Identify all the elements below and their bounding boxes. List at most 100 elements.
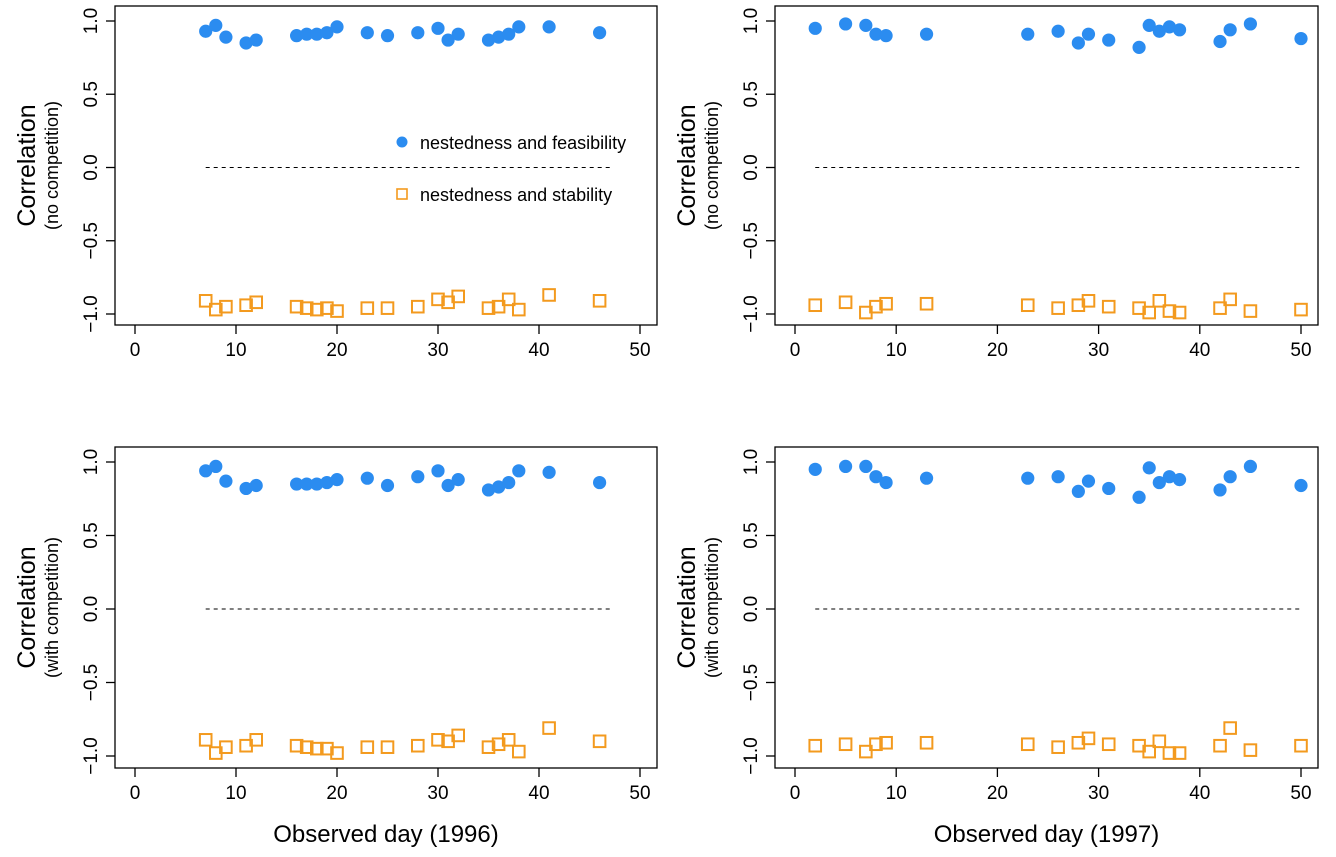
data-point-feasibility <box>542 465 556 479</box>
chart-panel-1: 0 10 20 30 40 50 −1.0 −0.5 0.0 0.5 1.0 Correlation(… <box>13 5 658 361</box>
data-point-feasibility <box>879 29 893 43</box>
data-point-stability <box>1294 738 1308 753</box>
data-point-stability <box>879 296 893 311</box>
data-point-stability <box>481 301 496 315</box>
series-stability <box>198 721 607 760</box>
data-point-feasibility <box>1102 33 1116 47</box>
x-tick-label: 50 <box>1290 340 1311 361</box>
data-point-stability <box>501 733 516 747</box>
data-point-feasibility <box>1102 481 1116 496</box>
x-tick-label: 40 <box>528 783 549 804</box>
y-tick-label: 0.0 <box>741 154 762 180</box>
data-point-feasibility <box>411 470 425 484</box>
data-point-stability <box>1243 743 1258 757</box>
data-point-stability <box>491 299 506 314</box>
data-point-feasibility <box>1021 471 1035 485</box>
y-axis-title: Correlation <box>13 546 41 668</box>
y-axis-subtitle: (no competition) <box>42 101 62 230</box>
data-point-stability <box>289 299 304 314</box>
data-point-feasibility <box>320 26 334 40</box>
y-tick-label: −0.5 <box>81 664 102 702</box>
x-tick-label: 40 <box>1189 340 1210 361</box>
data-point-feasibility <box>1294 31 1308 46</box>
series-stability <box>808 292 1308 320</box>
y-tick-label: 1.0 <box>81 449 102 475</box>
data-point-feasibility <box>1243 459 1257 474</box>
x-tick-label: 50 <box>629 340 650 361</box>
data-point-feasibility <box>441 33 455 47</box>
data-point-stability <box>1081 731 1096 746</box>
data-point-stability <box>859 744 873 759</box>
data-point-stability <box>1051 301 1065 315</box>
x-tick-label: 20 <box>326 340 347 361</box>
data-point-stability <box>310 302 324 317</box>
data-point-stability <box>491 737 506 752</box>
data-point-feasibility <box>300 477 314 491</box>
data-point-feasibility <box>1081 474 1096 488</box>
data-point-feasibility <box>249 478 263 493</box>
x-tick-label: 20 <box>987 783 1008 804</box>
data-point-feasibility <box>593 475 607 490</box>
data-point-feasibility <box>431 464 445 478</box>
data-point-feasibility <box>199 24 213 38</box>
data-point-stability <box>380 740 395 754</box>
data-point-feasibility <box>1051 24 1065 38</box>
data-point-feasibility <box>808 462 822 476</box>
data-point-feasibility <box>290 29 304 43</box>
data-point-feasibility <box>451 473 465 487</box>
data-point-feasibility <box>209 459 223 474</box>
y-tick-label: −1.0 <box>741 295 762 333</box>
x-tick-label: 30 <box>1088 340 1109 361</box>
y-tick-label: −0.5 <box>741 664 762 702</box>
x-tick-label: 10 <box>225 783 246 804</box>
data-point-feasibility <box>1172 23 1187 37</box>
data-point-feasibility <box>1162 470 1177 484</box>
data-point-feasibility <box>1213 34 1227 49</box>
data-point-feasibility <box>1142 461 1156 475</box>
data-point-feasibility <box>1132 40 1146 54</box>
y-tick-label: −1.0 <box>81 295 102 333</box>
plot-frame <box>774 446 1319 769</box>
data-point-feasibility <box>492 30 506 44</box>
data-point-stability <box>1142 744 1157 759</box>
legend-marker-stability <box>396 188 408 200</box>
x-tick-label: 10 <box>886 783 907 804</box>
data-point-stability <box>1152 294 1167 308</box>
data-point-feasibility <box>1223 23 1237 37</box>
legend-label-stability: nestedness and stability <box>420 185 612 205</box>
data-point-stability <box>411 299 425 314</box>
y-tick-label: 0.5 <box>741 522 762 548</box>
data-point-stability <box>1172 305 1187 320</box>
data-point-stability <box>512 302 526 317</box>
data-point-stability <box>919 735 934 750</box>
data-point-feasibility <box>502 475 516 490</box>
data-point-stability <box>1213 738 1227 753</box>
data-point-stability <box>501 292 516 307</box>
y-tick-label: 1.0 <box>741 449 762 475</box>
legend: nestedness and feasibility nestedness and… <box>396 133 626 205</box>
data-point-feasibility <box>919 27 934 41</box>
data-point-feasibility <box>1213 483 1227 497</box>
x-tick-label: 0 <box>790 783 801 804</box>
data-point-feasibility <box>1243 17 1257 31</box>
data-point-feasibility <box>1081 27 1096 41</box>
data-point-stability <box>219 299 233 314</box>
data-point-feasibility <box>360 471 374 485</box>
x-tick-label: 30 <box>427 340 448 361</box>
y-tick-label: −1.0 <box>741 737 762 775</box>
data-point-feasibility <box>839 17 853 31</box>
panels-group: 0 10 20 30 40 50 −1.0 −0.5 0.0 0.5 1.0 Correlation (… <box>13 5 1319 848</box>
y-tick-label: −0.5 <box>81 222 102 260</box>
data-point-feasibility <box>1071 36 1085 50</box>
plot-frame <box>114 5 658 326</box>
data-point-stability <box>320 741 334 756</box>
data-point-feasibility <box>219 474 233 488</box>
data-point-stability <box>289 738 304 753</box>
data-point-stability <box>299 740 314 754</box>
data-point-stability <box>451 728 465 743</box>
y-axis-subtitle: (with competition) <box>702 537 722 678</box>
x-tick-label: 10 <box>886 340 907 361</box>
data-point-feasibility <box>879 475 893 490</box>
x-tick-label: 30 <box>427 783 448 804</box>
data-point-feasibility <box>542 20 556 34</box>
